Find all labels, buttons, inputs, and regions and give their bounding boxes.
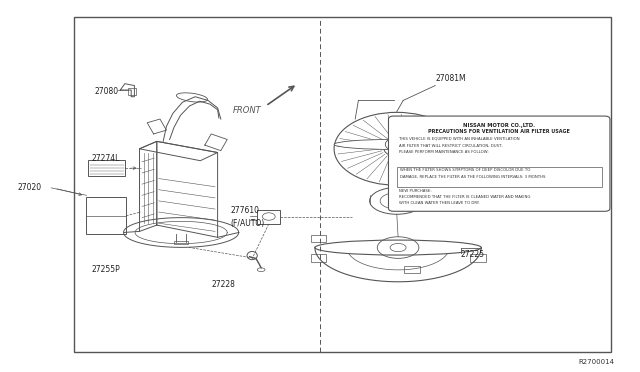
Text: 27081M: 27081M <box>435 74 466 83</box>
Bar <box>310 254 326 262</box>
Text: 27072: 27072 <box>461 154 485 163</box>
Text: 27080: 27080 <box>95 87 119 96</box>
Text: NEW PURCHASE:: NEW PURCHASE: <box>399 189 431 193</box>
Bar <box>88 160 125 176</box>
Text: RECOMMENDED THAT THE FILTER IS CLEANED WATER AND MAKING: RECOMMENDED THAT THE FILTER IS CLEANED W… <box>399 195 530 199</box>
Text: (F/AUTO): (F/AUTO) <box>230 219 265 228</box>
Bar <box>310 235 326 242</box>
Bar <box>470 254 486 262</box>
Text: 27255P: 27255P <box>92 265 120 274</box>
Bar <box>128 88 136 95</box>
Text: R2700014: R2700014 <box>579 359 614 365</box>
Text: 27225: 27225 <box>461 250 485 259</box>
Bar <box>174 241 188 244</box>
Text: 27020: 27020 <box>18 183 42 192</box>
Ellipse shape <box>334 140 460 150</box>
Text: WHEN THE FILTER SHOWS SYMPTOMS OF DEEP DISCOLOR DUE TO: WHEN THE FILTER SHOWS SYMPTOMS OF DEEP D… <box>400 168 531 172</box>
Text: 277610: 277610 <box>230 206 259 215</box>
Bar <box>397 167 602 187</box>
Bar <box>74 17 611 352</box>
FancyBboxPatch shape <box>388 116 610 211</box>
Text: PRECAUTIONS FOR VENTILATION AIR FILTER USAGE: PRECAUTIONS FOR VENTILATION AIR FILTER U… <box>428 129 570 134</box>
Text: THIS VEHICLE IS EQUIPPED WITH AN INHALABLE VENTILATION: THIS VEHICLE IS EQUIPPED WITH AN INHALAB… <box>399 137 519 141</box>
Bar <box>86 197 126 234</box>
Text: 27228: 27228 <box>211 280 235 289</box>
Text: DAMAGE, REPLACE THE FILTER AS THE FOLLOWING INTERVALS: 3 MONTHS: DAMAGE, REPLACE THE FILTER AS THE FOLLOW… <box>400 175 545 179</box>
Bar <box>404 266 420 273</box>
Text: 27274L: 27274L <box>92 154 120 163</box>
Text: AIR FILTER THAT WILL RESTRICT CIRCULATION, DUST,: AIR FILTER THAT WILL RESTRICT CIRCULATIO… <box>399 144 502 148</box>
Bar <box>257 210 280 224</box>
Text: NISSAN MOTOR CO.,LTD.: NISSAN MOTOR CO.,LTD. <box>463 123 535 128</box>
Text: WITH CLEAN WATER THEN LEAVE TO DRY.: WITH CLEAN WATER THEN LEAVE TO DRY. <box>399 201 479 205</box>
Text: PLEASE PERFORM MAINTENANCE AS FOLLOW:: PLEASE PERFORM MAINTENANCE AS FOLLOW: <box>399 150 488 154</box>
Text: FRONT: FRONT <box>232 106 261 115</box>
